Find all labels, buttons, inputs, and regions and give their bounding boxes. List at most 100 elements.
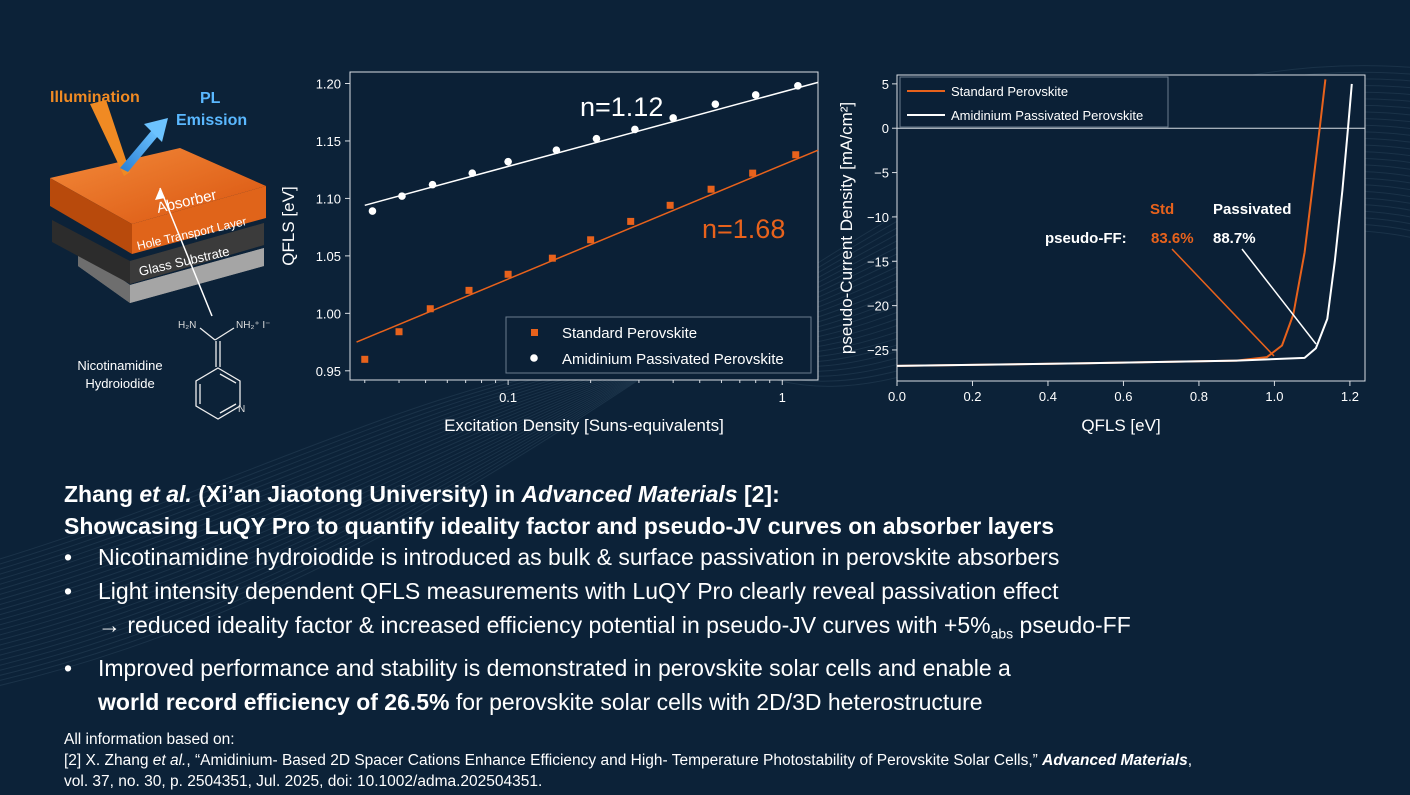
data-point-circle xyxy=(398,192,406,200)
y-tick-label: 1.10 xyxy=(316,191,341,206)
pseudo-jv-chart: 5 0 −5 −10 −15 −20 −25 0.0 0.2 0.4 0.6 0.8 1.0 1.2 QFL… xyxy=(837,74,1366,435)
legend: Standard Perovskite Amidinium Passivated … xyxy=(505,316,812,374)
headline: Zhang et al. (Xi’an Jiaotong University)… xyxy=(64,478,1054,542)
illumination-label: Illumination xyxy=(50,89,140,106)
headline-author: Zhang xyxy=(64,481,133,507)
x-tick-label: 0.4 xyxy=(1039,389,1057,404)
molecule-name-line2: Hydroiodide xyxy=(85,376,154,391)
legend-box xyxy=(505,316,812,374)
data-point-circle xyxy=(552,146,561,154)
bullet-text: Improved performance and stability is de… xyxy=(98,654,1011,681)
ref-post: , xyxy=(1187,752,1193,769)
legend-box xyxy=(899,76,1169,128)
atom-n: N xyxy=(238,404,245,415)
bullet-item: • Light intensity dependent QFLS measurem… xyxy=(64,574,1394,651)
data-point-square xyxy=(426,305,434,313)
jv-curve xyxy=(896,83,1353,367)
absorber-layer xyxy=(50,148,266,254)
pointer-arrowhead xyxy=(155,188,165,200)
bullet-marker: • xyxy=(64,578,73,604)
bullet-text: Nicotinamidine hydroiodide is introduced… xyxy=(98,544,1060,570)
pseudo-ff-label: pseudo-FF: xyxy=(1045,230,1127,247)
data-point-square xyxy=(627,217,635,225)
qfls-vs-excitation-chart: 0.95 1.00 1.05 1.10 1.15 1.20 0.1 1 Excitation D… xyxy=(279,71,819,435)
legend-marker-standard xyxy=(531,329,538,336)
ref-journal: Advanced Materials xyxy=(1042,752,1188,769)
bullet-item: • Nicotinamidine hydroiodide is introduce… xyxy=(64,540,1394,574)
bullet-text: Light intensity dependent QFLS measureme… xyxy=(98,578,1059,604)
references: All information based on: [2] X. Zhang e… xyxy=(64,729,1394,792)
ref-line2: vol. 37, no. 30, p. 2504351, Jul. 2025, … xyxy=(64,773,543,790)
y-tick-label: 1.15 xyxy=(316,134,341,149)
data-point-circle xyxy=(504,157,512,166)
headline-ref: [2]: xyxy=(737,481,780,507)
x-tick-label: 0.0 xyxy=(888,389,906,404)
ref-etal: et al. xyxy=(152,752,187,769)
data-point-circle xyxy=(751,91,760,99)
data-point-circle xyxy=(669,114,677,122)
bullet-marker: • xyxy=(64,544,73,570)
y-tick-label: −25 xyxy=(867,343,889,358)
std-pointer-line xyxy=(1171,248,1275,357)
hole-transport-layer xyxy=(52,220,264,284)
ideality-annotation-passivated: n=1.12 xyxy=(580,92,663,122)
y-tick-label: 0 xyxy=(882,121,889,136)
data-point-square xyxy=(587,236,595,244)
bullet-continuation: for perovskite solar cells with 2D/3D he… xyxy=(449,688,983,715)
pl-emission-arrow xyxy=(120,118,168,172)
data-point-square xyxy=(361,355,369,363)
data-point-square xyxy=(548,254,556,262)
x-axis-label: Excitation Density [Suns-equivalents] xyxy=(444,416,724,435)
data-point-square xyxy=(707,185,715,193)
x-axis-label: QFLS [eV] xyxy=(1081,416,1160,435)
legend-label-standard: Standard Perovskite xyxy=(951,84,1068,99)
bullet-list: • Nicotinamidine hydroiodide is introduce… xyxy=(64,540,1394,719)
molecule-structure xyxy=(195,327,241,420)
headline-etal: et al. xyxy=(139,481,192,507)
data-point-square xyxy=(395,328,403,336)
legend-label-standard: Standard Perovskite xyxy=(562,325,697,342)
molecule-name-line1: Nicotinamidine xyxy=(77,358,162,373)
device-schematic: Absorber Hole Transport Layer Glass Subs… xyxy=(50,89,270,420)
data-point-square xyxy=(666,201,674,209)
x-tick-label: 0.2 xyxy=(963,389,981,404)
bullet-subscript: abs xyxy=(990,625,1014,642)
std-label: Std xyxy=(1150,201,1174,218)
data-point-circle xyxy=(592,134,601,143)
legend-label-passivated: Amidinium Passivated Perovskite xyxy=(562,351,784,368)
bullet-bold: world record efficiency of 26.5% xyxy=(98,688,450,715)
ref-title: , “Amidinium- Based 2D Spacer Cations En… xyxy=(186,752,1043,769)
legend-label-passivated: Amidinium Passivated Perovskite xyxy=(951,108,1143,123)
y-tick-label: 5 xyxy=(882,77,889,92)
headline-journal: Advanced Materials xyxy=(521,481,738,507)
passivated-label: Passivated xyxy=(1213,201,1291,218)
std-ff-value: 83.6% xyxy=(1151,230,1194,247)
passivated-pointer-line xyxy=(1241,248,1317,345)
headline-line1: Zhang et al. (Xi’an Jiaotong University)… xyxy=(64,478,1054,510)
bullet-continuation-end: pseudo-FF xyxy=(1013,612,1131,638)
headline-line2: Showcasing LuQY Pro to quantify ideality… xyxy=(64,513,1055,539)
bullet-item: • Improved performance and stability is d… xyxy=(64,651,1394,719)
data-point-square xyxy=(465,286,473,294)
atom-nh2: NH₂⁺ I⁻ xyxy=(236,320,270,331)
bullet-marker: • xyxy=(64,654,73,681)
data-point-square xyxy=(504,270,512,278)
y-tick-label: 1.05 xyxy=(316,249,341,264)
bullet-continuation: → reduced ideality factor & increased ef… xyxy=(98,612,991,638)
x-tick-label: 1.2 xyxy=(1341,389,1359,404)
fit-line xyxy=(364,81,819,207)
atom-h2n: H₂N xyxy=(178,320,196,331)
x-tick-label: 0.8 xyxy=(1190,389,1208,404)
legend: Standard Perovskite Amidinium Passivated … xyxy=(899,76,1169,128)
x-tick-label: 0.1 xyxy=(499,390,517,405)
y-axis-label: QFLS [eV] xyxy=(279,186,298,265)
y-tick-label: 0.95 xyxy=(316,364,341,379)
data-point-circle xyxy=(711,100,720,108)
data-point-circle xyxy=(794,81,802,90)
headline-affiliation: (Xi’an Jiaotong University) in xyxy=(191,481,522,507)
data-point-circle xyxy=(631,125,639,134)
y-tick-label: −20 xyxy=(867,299,889,314)
y-tick-label: 1.20 xyxy=(316,76,341,91)
ideality-annotation-standard: n=1.68 xyxy=(702,214,785,244)
pl-label-line2: Emission xyxy=(176,112,247,129)
